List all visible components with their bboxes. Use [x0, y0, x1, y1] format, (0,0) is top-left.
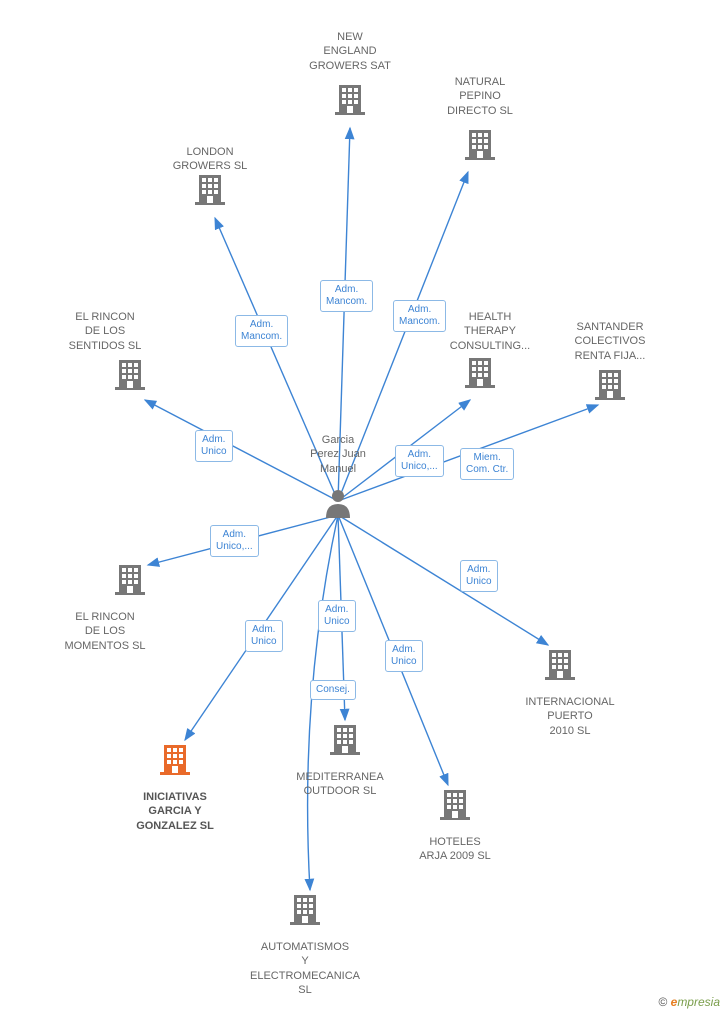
- building-icon: [465, 352, 495, 393]
- copyright-symbol: ©: [658, 995, 667, 1009]
- center-label: Garcia Perez Juan Manuel: [298, 433, 378, 476]
- building-icon: [115, 559, 145, 600]
- building-icon: [465, 124, 495, 165]
- edge-label: Adm. Mancom.: [320, 280, 373, 312]
- company-node-health-therapy[interactable]: HEALTH THERAPY CONSULTING...: [430, 310, 550, 353]
- copyright: © empresia: [658, 995, 720, 1009]
- company-label: AUTOMATISMOS Y ELECTROMECANICA SL: [245, 940, 365, 997]
- person-icon: [324, 488, 352, 523]
- brand-rest: mpresia: [677, 995, 720, 1009]
- edge-label: Adm. Unico: [195, 430, 233, 462]
- company-label: LONDON GROWERS SL: [150, 145, 270, 174]
- building-icon: [160, 739, 190, 780]
- building-icon: [335, 79, 365, 120]
- company-label: INTERNACIONAL PUERTO 2010 SL: [510, 695, 630, 738]
- edge-label: Adm. Unico: [245, 620, 283, 652]
- company-node-automatismos[interactable]: AUTOMATISMOS Y ELECTROMECANICA SL: [245, 940, 365, 997]
- company-label: INICIATIVAS GARCIA Y GONZALEZ SL: [115, 790, 235, 833]
- building-icon: [595, 364, 625, 405]
- company-label: EL RINCON DE LOS SENTIDOS SL: [45, 310, 165, 353]
- edge-label: Consej.: [310, 680, 356, 700]
- company-label: NEW ENGLAND GROWERS SAT: [290, 30, 410, 73]
- company-node-mediterranea[interactable]: MEDITERRANEA OUTDOOR SL: [280, 770, 400, 799]
- company-label: MEDITERRANEA OUTDOOR SL: [280, 770, 400, 799]
- company-node-internacional-puerto[interactable]: INTERNACIONAL PUERTO 2010 SL: [510, 695, 630, 738]
- company-node-santander[interactable]: SANTANDER COLECTIVOS RENTA FIJA...: [550, 320, 670, 363]
- building-icon: [440, 784, 470, 825]
- company-label: HEALTH THERAPY CONSULTING...: [430, 310, 550, 353]
- company-node-hoteles-arja[interactable]: HOTELES ARJA 2009 SL: [395, 835, 515, 864]
- building-icon: [545, 644, 575, 685]
- company-label: SANTANDER COLECTIVOS RENTA FIJA...: [550, 320, 670, 363]
- edge-line: [308, 515, 338, 890]
- edge-label: Adm. Unico: [385, 640, 423, 672]
- edge-label: Adm. Mancom.: [393, 300, 446, 332]
- building-icon: [290, 889, 320, 930]
- company-node-el-rincon-sentidos[interactable]: EL RINCON DE LOS SENTIDOS SL: [45, 310, 165, 353]
- edge-line: [338, 515, 548, 645]
- company-node-london-growers[interactable]: LONDON GROWERS SL: [150, 145, 270, 174]
- edge-label: Miem. Com. Ctr.: [460, 448, 514, 480]
- company-label: EL RINCON DE LOS MOMENTOS SL: [45, 610, 165, 653]
- edge-label: Adm. Unico,...: [210, 525, 259, 557]
- edge-label: Adm. Unico: [460, 560, 498, 592]
- edges-layer: [0, 0, 728, 1015]
- company-node-new-england[interactable]: NEW ENGLAND GROWERS SAT: [290, 30, 410, 73]
- company-label: NATURAL PEPINO DIRECTO SL: [420, 75, 540, 118]
- edge-label: Adm. Mancom.: [235, 315, 288, 347]
- edge-label: Adm. Unico,...: [395, 445, 444, 477]
- company-label: HOTELES ARJA 2009 SL: [395, 835, 515, 864]
- company-node-iniciativas[interactable]: INICIATIVAS GARCIA Y GONZALEZ SL: [115, 790, 235, 833]
- building-icon: [195, 169, 225, 210]
- building-icon: [115, 354, 145, 395]
- building-icon: [330, 719, 360, 760]
- company-node-natural-pepino[interactable]: NATURAL PEPINO DIRECTO SL: [420, 75, 540, 118]
- center-person[interactable]: Garcia Perez Juan Manuel: [298, 433, 378, 476]
- edge-label: Adm. Unico: [318, 600, 356, 632]
- company-node-el-rincon-momentos[interactable]: EL RINCON DE LOS MOMENTOS SL: [45, 610, 165, 653]
